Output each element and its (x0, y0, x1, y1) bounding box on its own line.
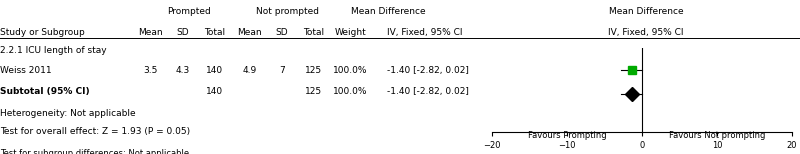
Text: 125: 125 (305, 66, 322, 75)
Text: SD: SD (275, 28, 288, 37)
Text: 140: 140 (206, 66, 223, 75)
Text: Total: Total (204, 28, 225, 37)
Text: 125: 125 (305, 87, 322, 96)
Text: 7: 7 (278, 66, 285, 75)
Text: 140: 140 (206, 87, 223, 96)
Text: Weiss 2011: Weiss 2011 (0, 66, 52, 75)
Text: Favours Not prompting: Favours Not prompting (669, 131, 765, 140)
Text: 4.9: 4.9 (242, 66, 257, 75)
Text: IV, Fixed, 95% CI: IV, Fixed, 95% CI (387, 28, 462, 37)
Text: Not prompted: Not prompted (257, 7, 319, 16)
Text: Favours Prompting: Favours Prompting (528, 131, 606, 140)
Text: Mean Difference: Mean Difference (609, 7, 683, 16)
Text: Subtotal (95% CI): Subtotal (95% CI) (0, 87, 90, 96)
Text: Mean: Mean (238, 28, 262, 37)
Text: Total: Total (303, 28, 324, 37)
Text: Study or Subgroup: Study or Subgroup (0, 28, 85, 37)
Text: Mean Difference: Mean Difference (351, 7, 426, 16)
Text: 100.0%: 100.0% (333, 87, 368, 96)
Text: 2.2.1 ICU length of stay: 2.2.1 ICU length of stay (0, 46, 106, 55)
Text: 100.0%: 100.0% (333, 66, 368, 75)
Text: 4.3: 4.3 (175, 66, 190, 75)
Text: Prompted: Prompted (167, 7, 210, 16)
Text: SD: SD (176, 28, 189, 37)
Text: Mean: Mean (138, 28, 162, 37)
Text: -1.40 [-2.82, 0.02]: -1.40 [-2.82, 0.02] (387, 66, 469, 75)
Text: -1.40 [-2.82, 0.02]: -1.40 [-2.82, 0.02] (387, 87, 469, 96)
Text: IV, Fixed, 95% CI: IV, Fixed, 95% CI (608, 28, 684, 37)
Text: Heterogeneity: Not applicable: Heterogeneity: Not applicable (0, 109, 136, 118)
Text: Test for overall effect: Z = 1.93 (P = 0.05): Test for overall effect: Z = 1.93 (P = 0… (0, 127, 190, 136)
Text: 3.5: 3.5 (143, 66, 158, 75)
Text: Test for subgroup differences: Not applicable: Test for subgroup differences: Not appli… (0, 149, 189, 154)
Text: Weight: Weight (334, 28, 366, 37)
